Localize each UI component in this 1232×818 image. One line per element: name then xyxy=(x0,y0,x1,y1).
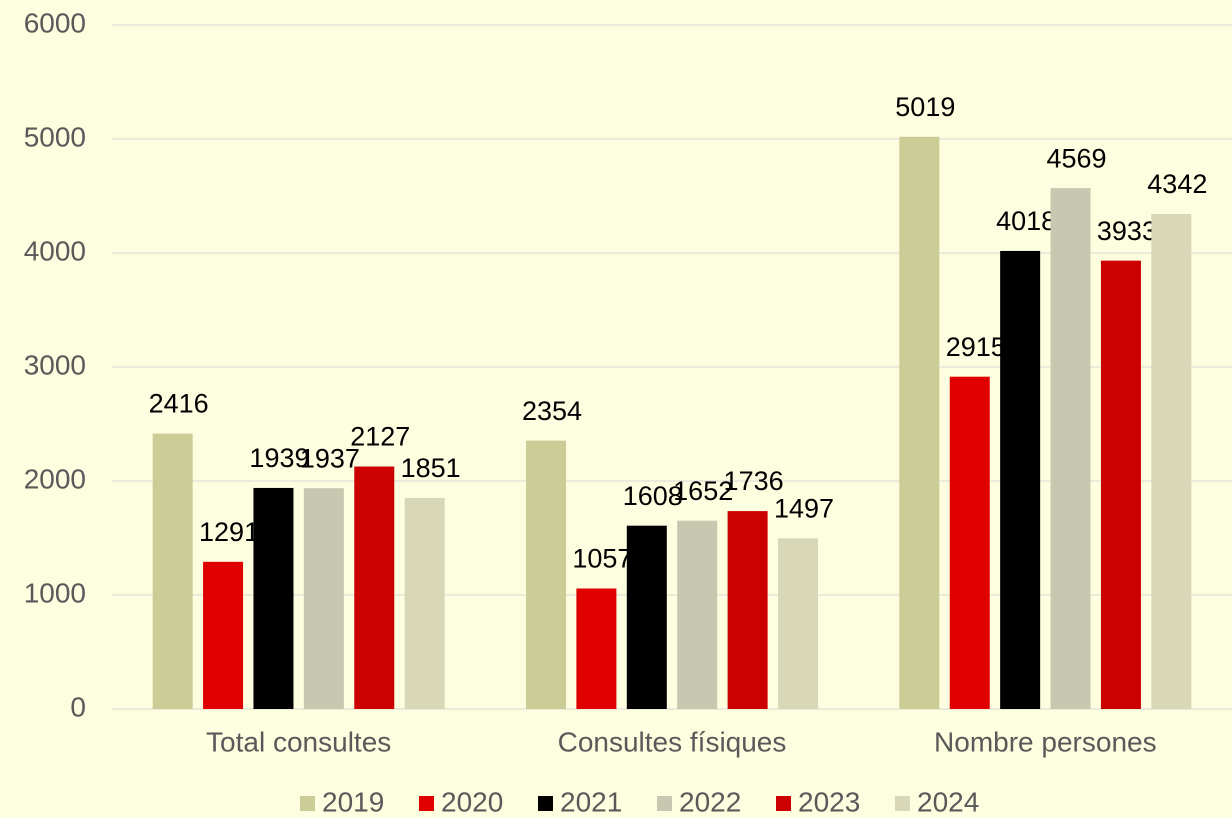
legend-label: 2022 xyxy=(679,786,741,817)
value-label: 2416 xyxy=(149,389,209,419)
legend-swatch xyxy=(895,796,910,811)
value-label: 5019 xyxy=(895,92,955,122)
y-tick-label: 4000 xyxy=(24,235,86,266)
legend-swatch xyxy=(300,796,315,811)
legend-swatch xyxy=(538,796,553,811)
legend-label: 2024 xyxy=(917,786,979,817)
x-tick-label: Consultes físiques xyxy=(558,726,787,757)
y-tick-label: 3000 xyxy=(24,349,86,380)
value-label: 1291 xyxy=(199,517,259,547)
legend-label: 2019 xyxy=(322,786,384,817)
value-label: 1057 xyxy=(572,544,632,574)
bar xyxy=(949,376,990,709)
bar xyxy=(1100,260,1141,709)
value-label: 2354 xyxy=(522,396,582,426)
legend-swatch xyxy=(419,796,434,811)
bar xyxy=(526,440,566,709)
y-tick-label: 0 xyxy=(70,691,86,722)
y-tick-label: 1000 xyxy=(24,577,86,608)
bar xyxy=(727,511,768,709)
bar xyxy=(576,588,617,709)
bar xyxy=(1050,188,1091,709)
value-label: 1937 xyxy=(300,443,360,473)
bar xyxy=(899,136,940,710)
bar xyxy=(404,497,445,709)
bar xyxy=(677,520,718,709)
value-label: 4018 xyxy=(996,206,1056,236)
bar xyxy=(626,525,667,709)
bar xyxy=(303,488,344,709)
value-label: 4342 xyxy=(1147,169,1207,199)
bar xyxy=(354,466,395,709)
bar xyxy=(203,561,244,709)
y-tick-label: 5000 xyxy=(24,121,86,152)
bar xyxy=(253,487,294,709)
y-tick-label: 2000 xyxy=(24,463,86,494)
bar xyxy=(1151,214,1192,709)
y-tick-label: 6000 xyxy=(24,7,86,38)
bar xyxy=(1000,250,1041,709)
value-label: 1497 xyxy=(774,493,834,523)
legend-label: 2020 xyxy=(441,786,503,817)
bar xyxy=(778,538,818,709)
value-label: 2127 xyxy=(350,422,410,452)
value-label: 1851 xyxy=(401,453,461,483)
x-tick-label: Nombre persones xyxy=(934,726,1157,757)
value-label: 4569 xyxy=(1046,143,1106,173)
value-label: 2915 xyxy=(946,332,1006,362)
value-label: 3933 xyxy=(1097,216,1157,246)
legend-swatch xyxy=(776,796,791,811)
value-label: 1652 xyxy=(673,476,733,506)
legend-label: 2023 xyxy=(798,786,860,817)
legend-label: 2021 xyxy=(560,786,622,817)
value-label: 1608 xyxy=(623,481,683,511)
bar xyxy=(152,433,193,709)
value-label: 1939 xyxy=(249,443,309,473)
value-label: 1736 xyxy=(724,466,784,496)
x-tick-label: Total consultes xyxy=(206,726,391,757)
legend-swatch xyxy=(657,796,672,811)
